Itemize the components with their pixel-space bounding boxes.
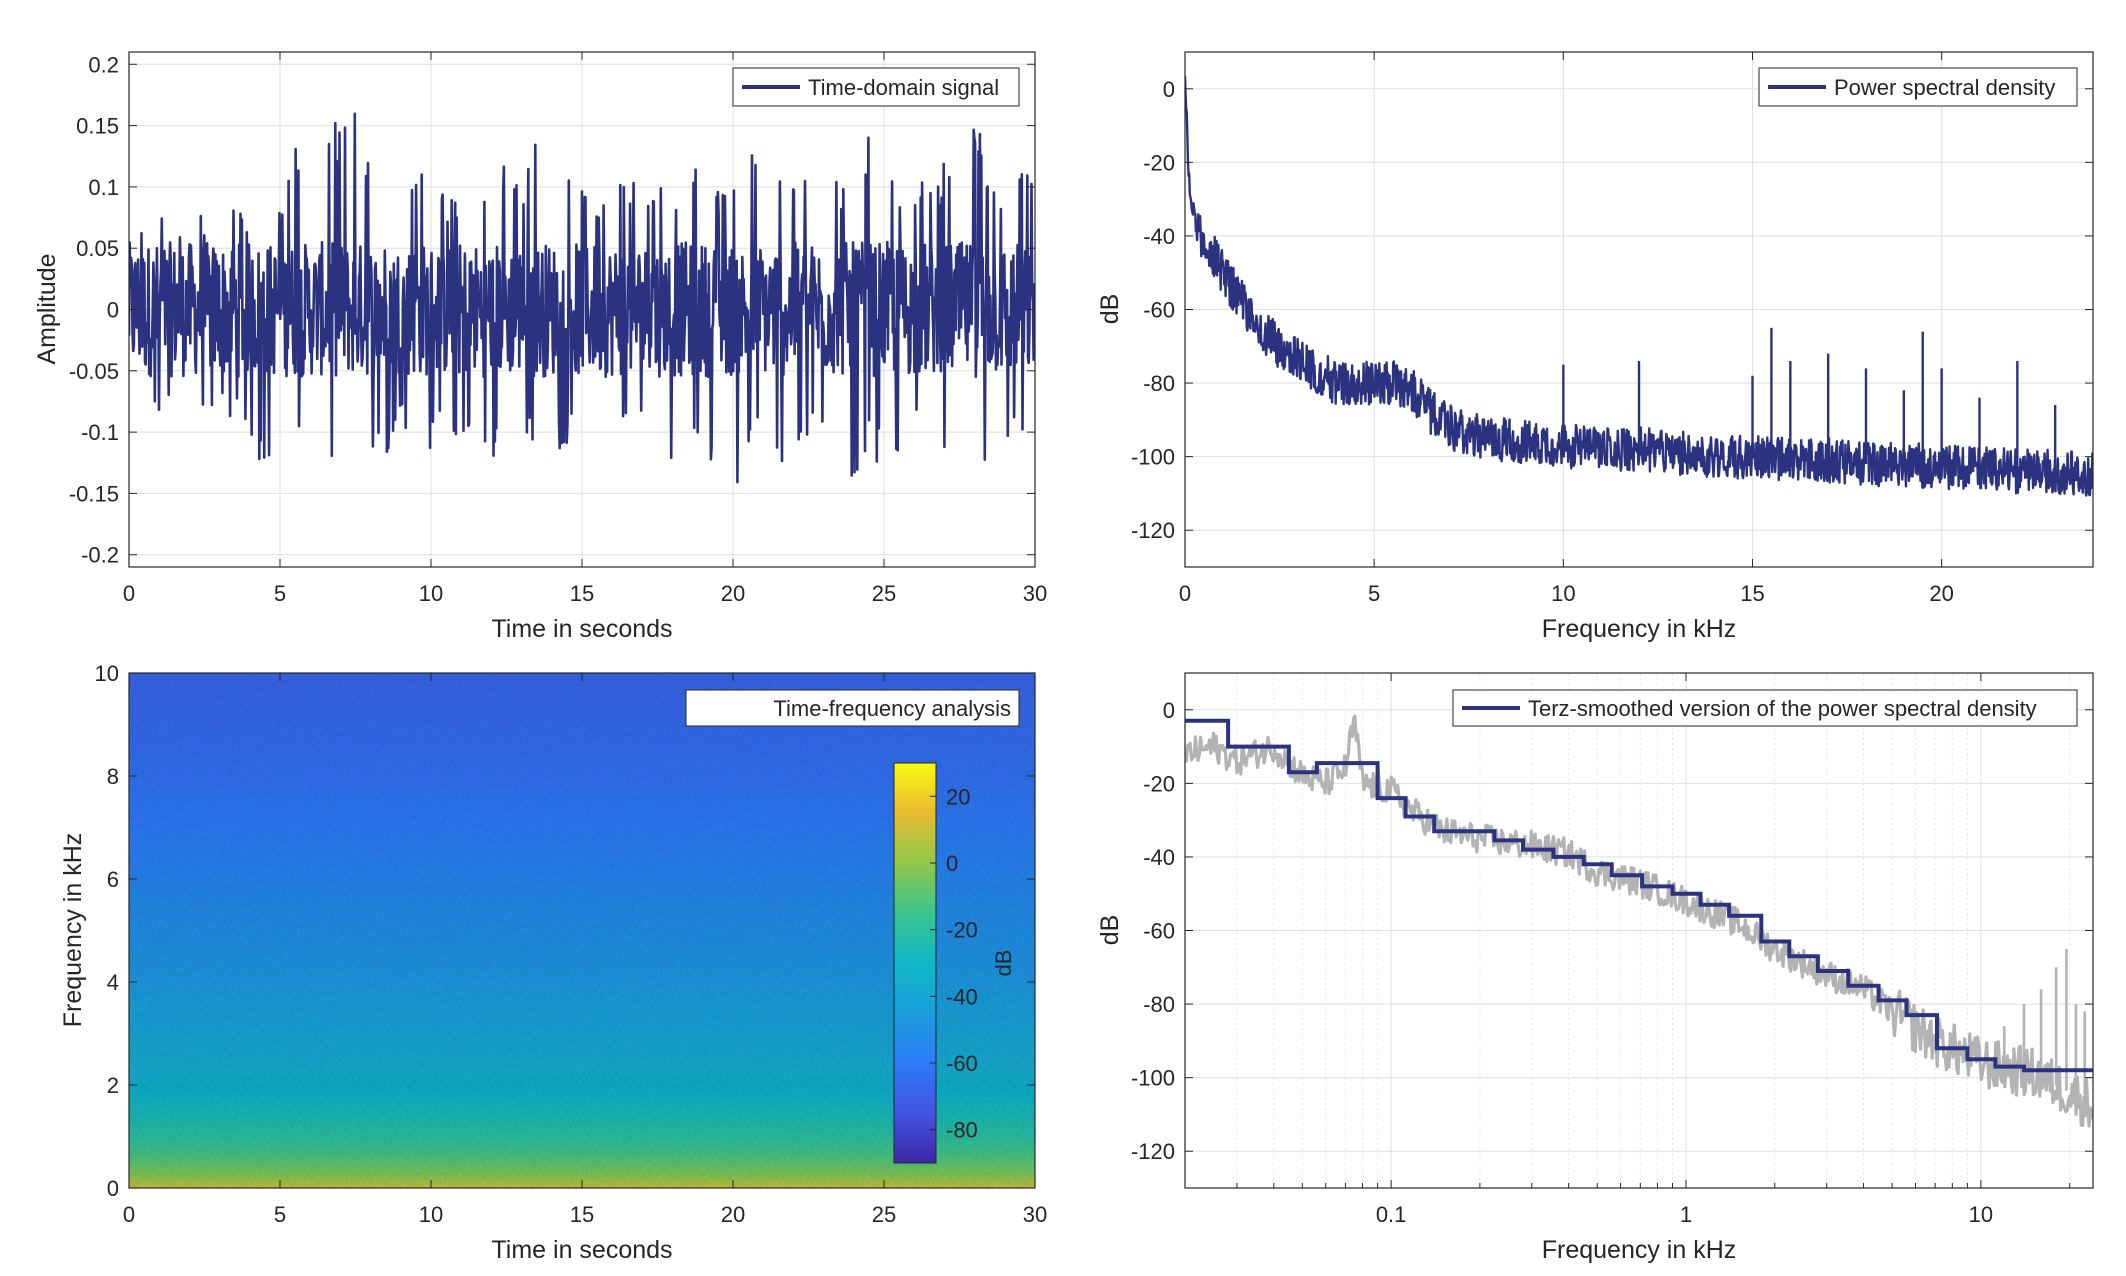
psd-ticks: 0 5 10 15 20 -120 -100 -80 -60 -40 -20 0 bbox=[1131, 52, 2093, 606]
terz-grid bbox=[1185, 673, 2093, 1188]
psd-ylabel: dB bbox=[1096, 294, 1124, 325]
time-domain-signal-line bbox=[129, 112, 1035, 484]
spectrogram-image bbox=[129, 673, 1035, 1188]
x-tick-label: 30 bbox=[1023, 581, 1047, 606]
terz-legend: Terz-smoothed version of the power spect… bbox=[1452, 689, 2078, 727]
y-tick-label: 0 bbox=[107, 298, 119, 323]
psd-xlabel: Frequency in kHz bbox=[1542, 615, 1737, 643]
terz-smoothed-line bbox=[1185, 718, 2093, 1073]
y-tick-label: -100 bbox=[1131, 445, 1175, 470]
x-tick-label: 10 bbox=[1969, 1202, 1993, 1227]
x-tick-label: 5 bbox=[274, 581, 286, 606]
y-tick-label: -20 bbox=[1143, 150, 1175, 175]
spectrogram-xlabel: Time in seconds bbox=[491, 1236, 672, 1264]
x-tick-label: 5 bbox=[274, 1202, 286, 1227]
x-tick-label: 10 bbox=[1551, 581, 1575, 606]
y-tick-label: -80 bbox=[1143, 371, 1175, 396]
x-tick-label: 30 bbox=[1023, 1202, 1047, 1227]
time-domain-series bbox=[129, 112, 1035, 484]
x-tick-label: 20 bbox=[721, 1202, 745, 1227]
x-tick-label: 20 bbox=[721, 581, 745, 606]
y-tick-label: -0.2 bbox=[81, 543, 119, 568]
x-tick-label: 10 bbox=[419, 581, 443, 606]
y-tick-label: -60 bbox=[1143, 298, 1175, 323]
time-domain-legend: Time-domain signal bbox=[732, 67, 1020, 107]
colorbar-tick-label: -40 bbox=[946, 984, 978, 1009]
terz-legend-box bbox=[1452, 689, 2078, 727]
y-tick-label: 0.1 bbox=[88, 175, 119, 200]
colorbar-tick-label: -60 bbox=[946, 1051, 978, 1076]
x-tick-label: 10 bbox=[419, 1202, 443, 1227]
x-tick-label: 5 bbox=[1368, 581, 1380, 606]
y-tick-label: -100 bbox=[1131, 1066, 1175, 1091]
y-tick-label: 0.05 bbox=[76, 236, 119, 261]
x-tick-label: 20 bbox=[1929, 581, 1953, 606]
x-tick-label: 0 bbox=[123, 581, 135, 606]
colorbar-ticks: 20 0 -20 -40 -60 -80 bbox=[930, 784, 978, 1143]
x-tick-label: 25 bbox=[872, 581, 896, 606]
time-domain-grid bbox=[128, 52, 1036, 567]
psd-legend-label: Power spectral density bbox=[1834, 75, 2055, 100]
psd-panel: 0 5 10 15 20 -120 -100 -80 -60 -40 -20 0 Frequency … bbox=[1096, 51, 2094, 643]
terz-ylabel: dB bbox=[1096, 915, 1124, 946]
time-domain-legend-label: Time-domain signal bbox=[808, 75, 999, 100]
terz-legend-label: Terz-smoothed version of the power spect… bbox=[1528, 696, 2037, 721]
spectrogram-ticks: 0 5 10 15 20 25 30 0 2 4 6 8 10 bbox=[95, 661, 1048, 1227]
colorbar-tick-label: 20 bbox=[946, 784, 970, 809]
y-tick-label: 0 bbox=[1163, 77, 1175, 102]
y-tick-label: -0.05 bbox=[69, 359, 119, 384]
psd-series bbox=[1185, 75, 2093, 497]
colorbar: 20 0 -20 -40 -60 -80 dB bbox=[893, 762, 1016, 1164]
y-tick-label: -120 bbox=[1131, 1139, 1175, 1164]
time-domain-xlabel: Time in seconds bbox=[491, 615, 672, 643]
spectrogram-legend: Time-frequency analysis bbox=[685, 689, 1020, 727]
y-tick-label: 0.15 bbox=[76, 114, 119, 139]
terz-ticks: 0.1 1 10 -120 -100 -80 -60 -40 -20 0 bbox=[1131, 673, 2093, 1227]
y-tick-label: -80 bbox=[1143, 992, 1175, 1017]
terz-xlabel: Frequency in kHz bbox=[1542, 1236, 1737, 1264]
y-tick-label: -40 bbox=[1143, 845, 1175, 870]
y-tick-label: 4 bbox=[107, 970, 119, 995]
psd-legend: Power spectral density bbox=[1758, 67, 2078, 107]
x-tick-label: 15 bbox=[570, 581, 594, 606]
spectrogram-panel: 0 5 10 15 20 25 30 0 2 4 6 8 10 Time in seconds Freq… bbox=[59, 661, 1047, 1264]
y-tick-label: -0.1 bbox=[81, 420, 119, 445]
x-tick-label: 0 bbox=[123, 1202, 135, 1227]
y-tick-label: 0 bbox=[1163, 698, 1175, 723]
y-tick-label: 0.2 bbox=[88, 52, 119, 77]
time-domain-ticks: 0 5 10 15 20 25 30 -0.2 -0.15 -0.1 -0.05 0 0.05 0.1 0.… bbox=[69, 52, 1047, 606]
y-tick-label: -120 bbox=[1131, 518, 1175, 543]
y-tick-label: 6 bbox=[107, 867, 119, 892]
y-tick-label: -0.15 bbox=[69, 481, 119, 506]
terz-series bbox=[1185, 714, 2093, 1128]
colorbar-gradient bbox=[893, 762, 937, 1164]
colorbar-tick-label: -80 bbox=[946, 1118, 978, 1143]
time-domain-panel: 0 5 10 15 20 25 30 -0.2 -0.15 -0.1 -0.05 0 0.05 0.1 0.… bbox=[33, 51, 1047, 643]
psd-line bbox=[1185, 75, 2093, 497]
y-tick-label: 8 bbox=[107, 764, 119, 789]
y-tick-label: 0 bbox=[107, 1176, 119, 1201]
time-domain-ylabel: Amplitude bbox=[33, 253, 61, 364]
y-tick-label: -40 bbox=[1143, 224, 1175, 249]
x-tick-label: 0.1 bbox=[1376, 1202, 1407, 1227]
terz-panel: 0.1 1 10 -120 -100 -80 -60 -40 -20 0 Frequency in… bbox=[1096, 672, 2094, 1264]
x-tick-label: 1 bbox=[1680, 1202, 1692, 1227]
colorbar-label: dB bbox=[991, 950, 1016, 977]
colorbar-tick-label: -20 bbox=[946, 918, 978, 943]
y-tick-label: 10 bbox=[95, 661, 119, 686]
spectrogram-legend-label: Time-frequency analysis bbox=[773, 696, 1011, 721]
y-tick-label: -20 bbox=[1143, 771, 1175, 796]
y-tick-label: -60 bbox=[1143, 919, 1175, 944]
x-tick-label: 25 bbox=[872, 1202, 896, 1227]
y-tick-label: 2 bbox=[107, 1073, 119, 1098]
colorbar-tick-label: 0 bbox=[946, 851, 958, 876]
x-tick-label: 0 bbox=[1179, 581, 1191, 606]
x-tick-label: 15 bbox=[570, 1202, 594, 1227]
spectrogram-ylabel: Frequency in kHz bbox=[59, 833, 87, 1028]
spectrogram-legend-box bbox=[685, 689, 1020, 727]
x-tick-label: 15 bbox=[1740, 581, 1764, 606]
